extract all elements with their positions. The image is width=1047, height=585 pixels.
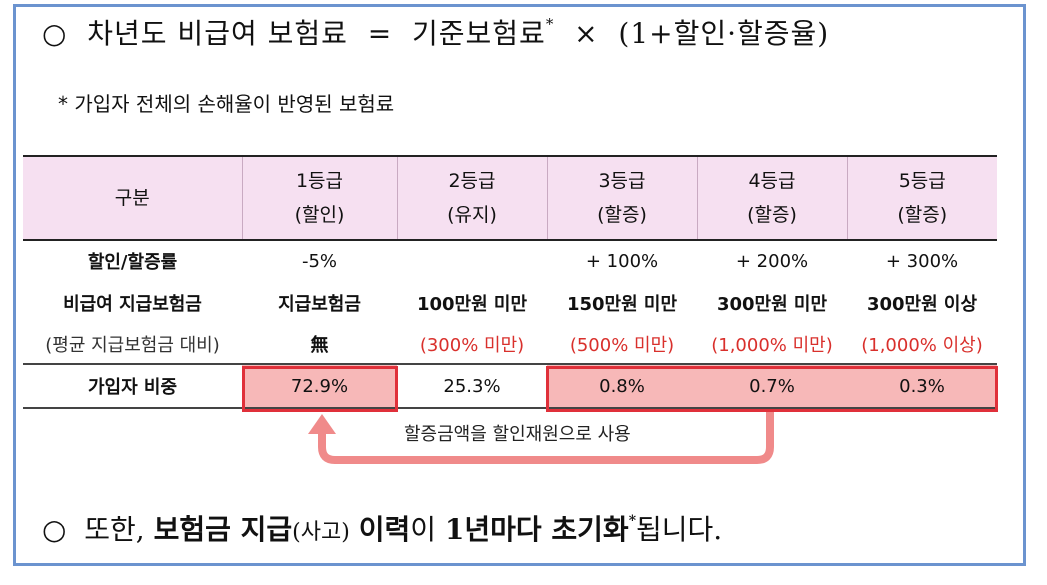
share-cell: 72.9% bbox=[242, 363, 397, 409]
table-row-rate: 할인/할증률 -5% + 100% + 200% + 300% bbox=[23, 240, 997, 281]
bottom-text: 또한, bbox=[84, 513, 145, 546]
formula-line: ○ 차년도 비급여 보험료 = 기준보험료* × (1+할인·할증율) bbox=[42, 12, 829, 52]
share-cell: 0.8% bbox=[547, 363, 697, 409]
header-grade-4: 4등급 (할증) bbox=[696, 155, 847, 241]
bottom-note: ○ 또한, 보험금 지급(사고) 이력이 1년마다 초기화*됩니다. bbox=[42, 508, 722, 548]
formula-base: 기준보험료 bbox=[412, 17, 546, 50]
formula-factor: (1+할인·할증율) bbox=[618, 17, 830, 50]
payout-subcell: 無 bbox=[310, 335, 329, 356]
arrow-path bbox=[318, 412, 774, 464]
rate-cell: + 300% bbox=[885, 250, 959, 272]
arrow-label: 할증금액을 할인재원으로 사용 bbox=[404, 424, 631, 445]
share-cell: 0.3% bbox=[847, 363, 997, 409]
table-row-payout-sub: (평균 지급보험금 대비) 無 (300% 미만) (500% 미만) (1,0… bbox=[23, 325, 997, 364]
share-cell: 25.3% bbox=[397, 363, 547, 409]
formula-lhs: 차년도 비급여 보험료 bbox=[87, 17, 348, 50]
payout-subcell: (500% 미만) bbox=[569, 335, 675, 356]
bottom-bold: 보험금 지급 bbox=[153, 513, 293, 546]
grade-table: 구분 1등급 (할인) 2등급 (유지) 3등급 (할증) 4등급 (할증) 5등급 (할… bbox=[23, 155, 997, 409]
bottom-small: (사고) bbox=[292, 520, 350, 545]
share-label: 가입자 비중 bbox=[23, 363, 242, 409]
payout-cell: 150만원 미만 bbox=[566, 294, 678, 315]
rate-cell: + 200% bbox=[735, 250, 809, 272]
bottom-star: * bbox=[628, 512, 637, 529]
payout-sublabel: (평균 지급보험금 대비) bbox=[45, 335, 220, 356]
content-frame bbox=[13, 4, 1026, 566]
table-row-payout: 비급여 지급보험금 지급보험금 100만원 미만 150만원 미만 300만원 … bbox=[23, 281, 997, 325]
header-grade-5: 5등급 (할증) bbox=[846, 155, 997, 241]
share-cell: 0.7% bbox=[697, 363, 847, 409]
header-grade-1: 1등급 (할인) bbox=[241, 155, 397, 241]
bottom-text: 이 bbox=[410, 513, 436, 546]
payout-cell: 300만원 미만 bbox=[716, 294, 828, 315]
formula-equals: = bbox=[367, 17, 393, 50]
payout-subcell: (300% 미만) bbox=[419, 335, 525, 356]
arrow-head-icon bbox=[308, 414, 336, 434]
bullet-icon: ○ bbox=[42, 17, 68, 50]
payout-label: 비급여 지급보험금 bbox=[63, 294, 202, 315]
bullet-icon: ○ bbox=[42, 513, 67, 546]
header-grade-3: 3등급 (할증) bbox=[546, 155, 697, 241]
payout-cell: 300만원 이상 bbox=[866, 294, 978, 315]
payout-cell: 지급보험금 bbox=[278, 294, 361, 315]
header-grade-2: 2등급 (유지) bbox=[396, 155, 547, 241]
header-category: 구분 bbox=[23, 155, 242, 241]
rate-cell: -5% bbox=[301, 250, 338, 272]
payout-subcell: (1,000% 미만) bbox=[711, 335, 833, 356]
rate-label: 할인/할증률 bbox=[87, 252, 178, 273]
table-header-row: 구분 1등급 (할인) 2등급 (유지) 3등급 (할증) 4등급 (할증) 5등급 (할… bbox=[23, 155, 997, 241]
bottom-text: 됩니다. bbox=[636, 513, 723, 546]
payout-subcell: (1,000% 이상) bbox=[861, 335, 983, 356]
formula-star: * bbox=[545, 14, 555, 33]
bottom-bold: 이력 bbox=[358, 513, 411, 546]
payout-cell: 100만원 미만 bbox=[416, 294, 528, 315]
rate-cell: + 100% bbox=[585, 250, 659, 272]
footnote: * 가입자 전체의 손해율이 반영된 보험료 bbox=[58, 92, 395, 116]
table-row-share: 가입자 비중 72.9% 25.3% 0.8% 0.7% 0.3% bbox=[23, 363, 997, 409]
bottom-bold: 1년마다 초기화 bbox=[444, 513, 629, 546]
formula-times: × bbox=[574, 17, 599, 50]
